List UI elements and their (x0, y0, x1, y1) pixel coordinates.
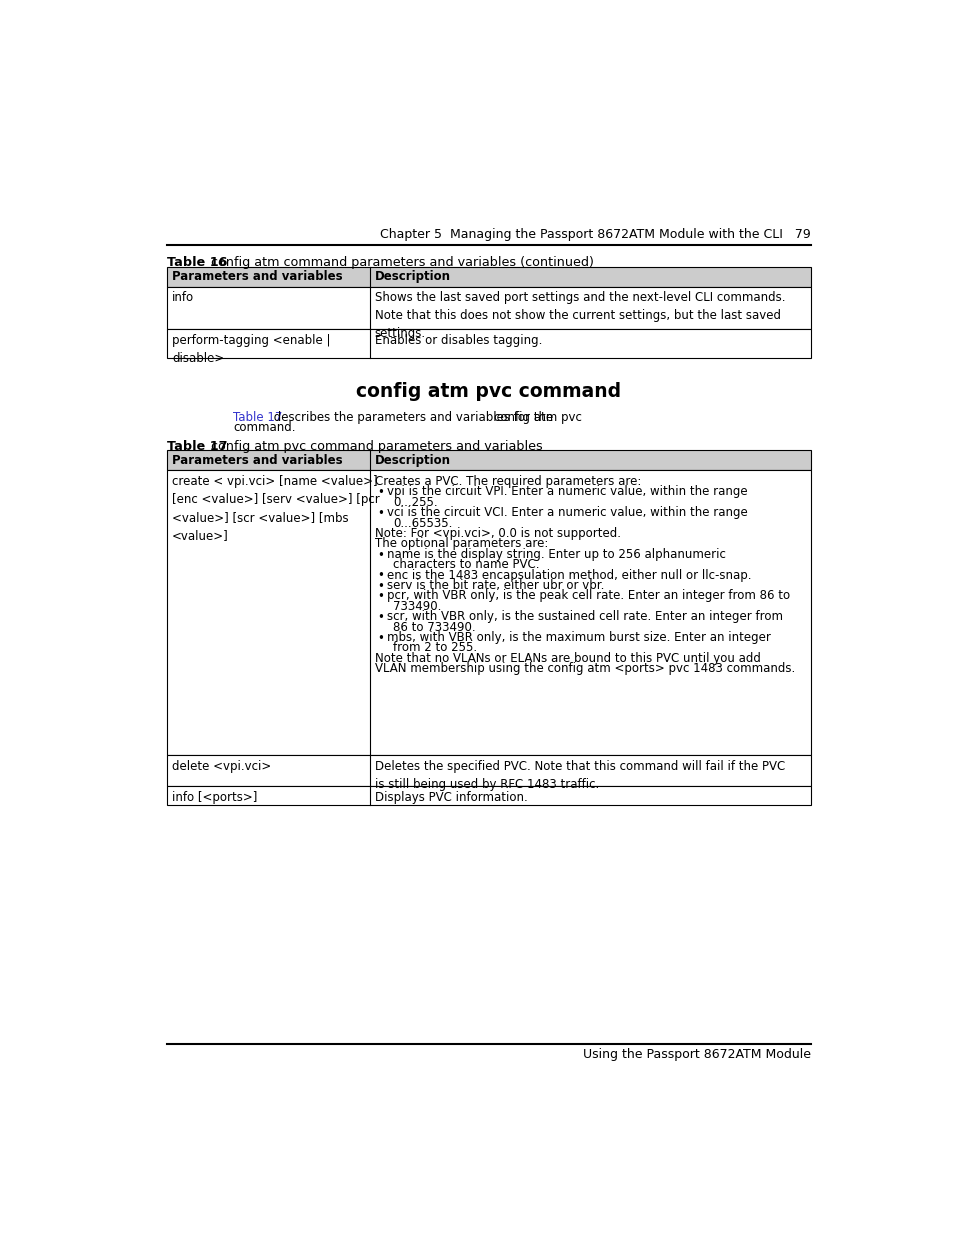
Text: 0...255.: 0...255. (393, 496, 437, 509)
Text: Parameters and variables: Parameters and variables (172, 270, 342, 283)
Text: vpi is the circuit VPI. Enter a numeric value, within the range: vpi is the circuit VPI. Enter a numeric … (387, 485, 747, 499)
Text: The optional parameters are:: The optional parameters are: (375, 537, 547, 551)
Text: •: • (377, 487, 384, 499)
Text: config atm pvc command: config atm pvc command (356, 382, 620, 400)
Text: Chapter 5  Managing the Passport 8672ATM Module with the CLI   79: Chapter 5 Managing the Passport 8672ATM … (379, 228, 810, 241)
Text: •: • (377, 590, 384, 603)
Text: Table 17: Table 17 (167, 440, 228, 453)
Text: perform-tagging <enable |
disable>: perform-tagging <enable | disable> (172, 333, 330, 364)
Text: Shows the last saved port settings and the next-level CLI commands.
Note that th: Shows the last saved port settings and t… (375, 291, 784, 341)
Bar (167, 756, 810, 787)
Bar (167, 330, 810, 358)
Bar (167, 267, 810, 287)
Bar (167, 787, 810, 805)
Bar (167, 451, 810, 471)
Text: Using the Passport 8672ATM Module: Using the Passport 8672ATM Module (582, 1049, 810, 1061)
Text: from 2 to 255.: from 2 to 255. (393, 641, 476, 655)
Text: VLAN membership using the config atm <ports> pvc 1483 commands.: VLAN membership using the config atm <po… (375, 662, 794, 676)
Bar (167, 287, 810, 330)
Text: config atm command parameters and variables (continued): config atm command parameters and variab… (203, 256, 593, 269)
Text: 86 to 733490.: 86 to 733490. (393, 621, 476, 634)
Text: 733490.: 733490. (393, 600, 441, 613)
Text: Creates a PVC. The required parameters are:: Creates a PVC. The required parameters a… (375, 475, 640, 488)
Text: •: • (377, 632, 384, 645)
Text: Displays PVC information.: Displays PVC information. (375, 790, 527, 804)
Bar (167, 471, 810, 756)
Text: name is the display string. Enter up to 256 alphanumeric: name is the display string. Enter up to … (387, 548, 725, 561)
Text: describes the parameters and variables for the: describes the parameters and variables f… (270, 411, 556, 424)
Text: •: • (377, 569, 384, 583)
Text: Note that no VLANs or ELANs are bound to this PVC until you add: Note that no VLANs or ELANs are bound to… (375, 652, 760, 664)
Text: config atm pvc command parameters and variables: config atm pvc command parameters and va… (203, 440, 542, 453)
Text: Enables or disables tagging.: Enables or disables tagging. (375, 333, 541, 347)
Text: create < vpi.vci> [name <value>]
[enc <value>] [serv <value>] [pcr
<value>] [scr: create < vpi.vci> [name <value>] [enc <v… (172, 475, 379, 542)
Text: pcr, with VBR only, is the peak cell rate. Enter an integer from 86 to: pcr, with VBR only, is the peak cell rat… (387, 589, 789, 603)
Text: 0...65535.: 0...65535. (393, 516, 452, 530)
Text: serv is the bit rate, either ubr or vbr.: serv is the bit rate, either ubr or vbr. (387, 579, 603, 592)
Text: vci is the circuit VCI. Enter a numeric value, within the range: vci is the circuit VCI. Enter a numeric … (387, 506, 747, 519)
Text: command.: command. (233, 421, 295, 435)
Text: Note: For <vpi.vci>, 0.0 is not supported.: Note: For <vpi.vci>, 0.0 is not supporte… (375, 527, 619, 540)
Text: Description: Description (375, 270, 450, 283)
Text: info: info (172, 291, 193, 304)
Text: config atm pvc: config atm pvc (494, 411, 581, 424)
Text: enc is the 1483 encapsulation method, either null or llc-snap.: enc is the 1483 encapsulation method, ei… (387, 568, 751, 582)
Text: Table 17: Table 17 (233, 411, 282, 424)
Text: Parameters and variables: Parameters and variables (172, 454, 342, 467)
Text: •: • (377, 611, 384, 624)
Text: info [<ports>]: info [<ports>] (172, 790, 257, 804)
Text: mbs, with VBR only, is the maximum burst size. Enter an integer: mbs, with VBR only, is the maximum burst… (387, 631, 770, 643)
Text: •: • (377, 548, 384, 562)
Text: Table 16: Table 16 (167, 256, 228, 269)
Text: •: • (377, 508, 384, 520)
Text: scr, with VBR only, is the sustained cell rate. Enter an integer from: scr, with VBR only, is the sustained cel… (387, 610, 782, 624)
Text: •: • (377, 579, 384, 593)
Text: characters to name PVC.: characters to name PVC. (393, 558, 539, 572)
Text: Description: Description (375, 454, 450, 467)
Text: delete <vpi.vci>: delete <vpi.vci> (172, 760, 271, 773)
Text: Deletes the specified PVC. Note that this command will fail if the PVC
is still : Deletes the specified PVC. Note that thi… (375, 760, 784, 790)
